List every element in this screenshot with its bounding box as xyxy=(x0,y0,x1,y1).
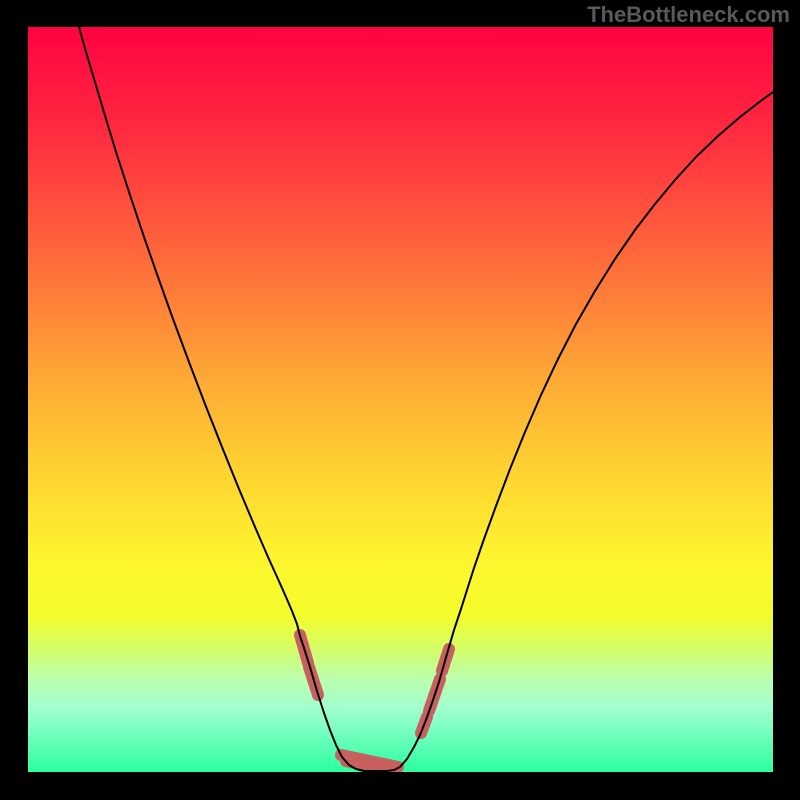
zone-markers xyxy=(300,635,449,771)
watermark-text: TheBottleneck.com xyxy=(587,2,790,28)
plot-area xyxy=(28,27,773,772)
watermark: TheBottleneck.com xyxy=(587,2,790,28)
main-curve xyxy=(79,27,773,771)
plot-curves xyxy=(28,27,773,772)
